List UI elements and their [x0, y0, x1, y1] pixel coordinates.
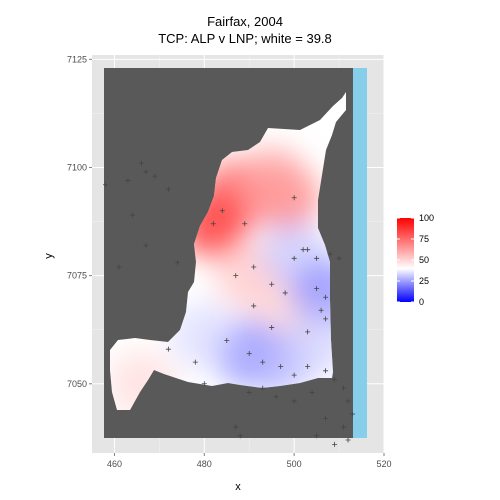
- booth-marker: [300, 247, 306, 253]
- x-tick-label: 520: [376, 459, 391, 469]
- booth-marker: [165, 346, 171, 352]
- booth-marker: [341, 424, 347, 430]
- booth-marker: [327, 251, 333, 257]
- booth-marker: [305, 363, 311, 369]
- booth-marker: [116, 264, 122, 270]
- booth-marker: [129, 212, 135, 218]
- legend-label: 0: [419, 297, 424, 307]
- heat-hotspot: [237, 146, 306, 215]
- booth-marker: [233, 424, 239, 430]
- color-legend: 100 75 50 25 0: [397, 213, 434, 307]
- booth-marker: [165, 186, 171, 192]
- legend-label: 50: [419, 255, 429, 265]
- booth-marker: [345, 437, 351, 443]
- booth-marker: [152, 173, 158, 179]
- booth-marker: [314, 255, 320, 261]
- booth-marker: [219, 208, 225, 214]
- booth-marker: [291, 255, 297, 261]
- booth-marker: [224, 338, 230, 344]
- booth-marker: [233, 273, 239, 279]
- booth-marker: [323, 316, 329, 322]
- booth-marker: [314, 286, 320, 292]
- booth-marker: [278, 363, 284, 369]
- legend-colorbar: [397, 218, 414, 302]
- booth-marker: [242, 221, 248, 227]
- x-tick-label: 500: [287, 459, 302, 469]
- booth-marker: [309, 389, 315, 395]
- booth-marker: [251, 303, 257, 309]
- booth-marker: [350, 411, 356, 417]
- booth-marker: [174, 260, 180, 266]
- booth-marker: [138, 160, 144, 166]
- booth-marker: [318, 307, 324, 313]
- booth-marker: [341, 385, 347, 391]
- booth-marker: [237, 433, 243, 439]
- x-tick-label: 480: [197, 459, 212, 469]
- heat-hotspot: [170, 302, 239, 371]
- chart-subtitle: TCP: ALP v LNP; white = 39.8: [158, 31, 332, 46]
- x-axis-label: x: [235, 481, 241, 493]
- legend-label: 100: [419, 213, 434, 223]
- booth-marker: [336, 255, 342, 261]
- booth-marker: [345, 398, 351, 404]
- booth-marker: [291, 398, 297, 404]
- booth-marker: [291, 195, 297, 201]
- y-axis: 7050 7075 7100 7125: [67, 54, 92, 389]
- booth-marker: [323, 368, 329, 374]
- booth-marker: [323, 294, 329, 300]
- booth-marker: [260, 359, 266, 365]
- y-tick-label: 7075: [67, 271, 87, 281]
- booth-marker: [314, 433, 320, 439]
- y-tick-label: 7050: [67, 379, 87, 389]
- booth-marker: [210, 221, 216, 227]
- booth-marker: [201, 381, 207, 387]
- booth-marker: [273, 394, 279, 400]
- legend-label: 25: [419, 276, 429, 286]
- booth-marker: [143, 242, 149, 248]
- booth-marker: [291, 372, 297, 378]
- booth-marker: [246, 389, 252, 395]
- booth-marker: [125, 177, 131, 183]
- x-tick-label: 460: [107, 459, 122, 469]
- booth-marker: [269, 325, 275, 331]
- y-tick-label: 7125: [67, 54, 87, 64]
- booth-marker: [332, 376, 338, 382]
- booth-marker: [246, 351, 252, 356]
- booth-marker: [282, 290, 288, 296]
- booth-marker: [192, 359, 198, 365]
- booth-marker: [269, 281, 275, 287]
- booth-marker: [251, 264, 257, 270]
- y-tick-label: 7100: [67, 162, 87, 172]
- booth-marker: [143, 169, 149, 175]
- booth-marker: [305, 329, 311, 335]
- booth-marker: [260, 385, 266, 391]
- booth-marker: [332, 441, 338, 447]
- y-axis-label: y: [43, 253, 55, 259]
- booth-marker: [102, 182, 108, 188]
- booth-marker: [323, 415, 329, 421]
- booth-marker: [305, 247, 311, 253]
- chart-title: Fairfax, 2004: [207, 14, 283, 29]
- booth-markers: [102, 160, 356, 447]
- legend-label: 75: [419, 234, 429, 244]
- x-axis: 460 480 500 520: [107, 453, 392, 469]
